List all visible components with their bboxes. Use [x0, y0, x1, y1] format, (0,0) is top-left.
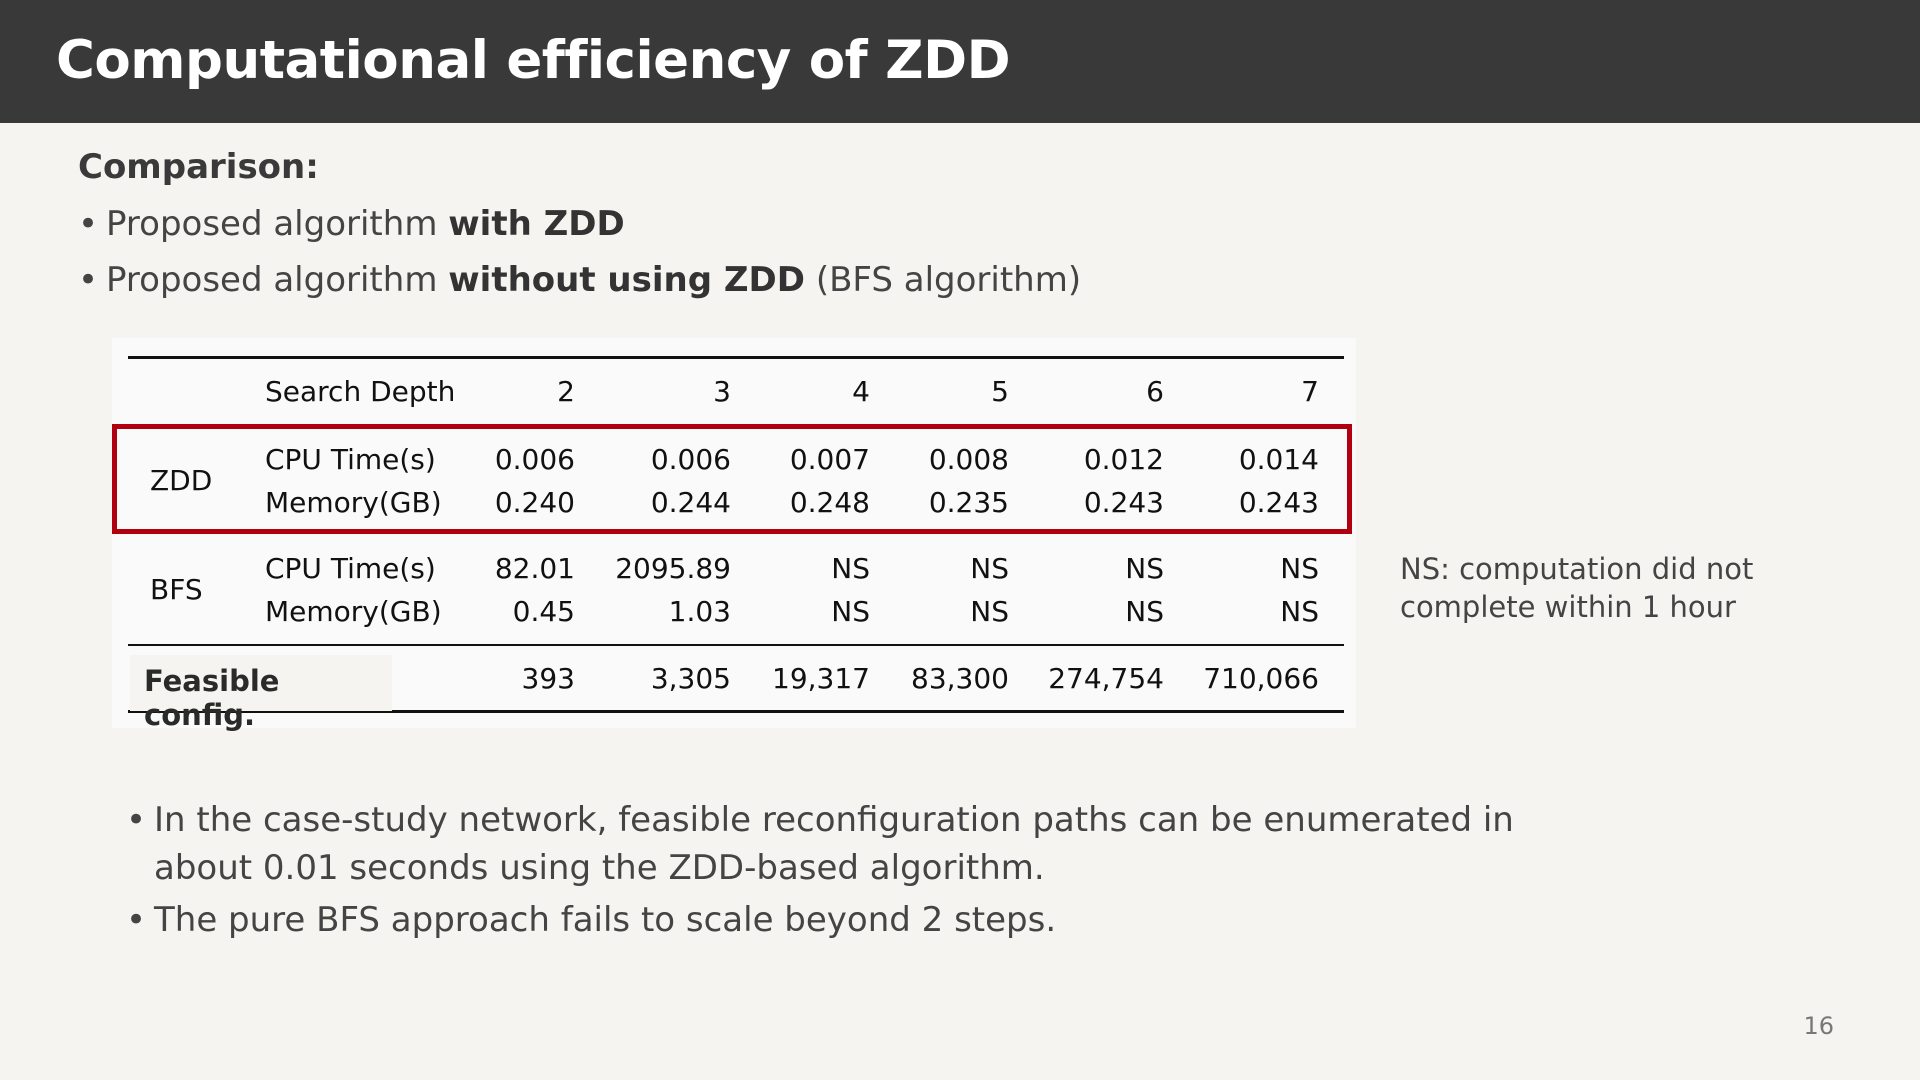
table-cell: NS	[1280, 595, 1319, 628]
bullet-with-zdd: • Proposed algorithm with ZDD	[78, 204, 625, 244]
metric-label: Memory(GB)	[265, 595, 442, 628]
table-cell: NS	[1125, 595, 1164, 628]
header-depth: 2	[557, 375, 575, 408]
feasible-config-text: Feasible config.	[144, 664, 280, 732]
bullet-text: The pure BFS approach fails to scale bey…	[154, 900, 1057, 940]
feasible-config-label: Feasible config.	[130, 655, 392, 732]
table-cell: 0.007	[789, 443, 870, 476]
feasible-cell: 393	[521, 662, 575, 695]
title-bar: Computational efficiency of ZDD	[0, 0, 1920, 123]
bullet-text: Proposed algorithm	[106, 204, 449, 244]
ns-footnote: NS: computation did not complete within …	[1400, 550, 1753, 626]
group-label-zdd: ZDD	[150, 464, 213, 497]
feasible-cell: 19,317	[772, 662, 870, 695]
table-cell: NS	[831, 595, 870, 628]
table-cell: 1.03	[668, 595, 731, 628]
header-depth: 3	[713, 375, 731, 408]
table-cell: 0.243	[1083, 486, 1164, 519]
header-depth: 4	[852, 375, 870, 408]
table-cell: NS	[1280, 552, 1319, 585]
table-top-rule	[128, 356, 1344, 359]
table-cell: 0.248	[789, 486, 870, 519]
bullet-zdd-result: • In the case-study network, feasible rec…	[126, 796, 1604, 892]
table-cell: 0.243	[1238, 486, 1319, 519]
feasible-cell: 83,300	[911, 662, 1009, 695]
feasible-cell: 710,066	[1203, 662, 1319, 695]
bullet-dot-icon: •	[126, 800, 147, 840]
bullet-bold-text: without using ZDD	[448, 260, 806, 300]
header-depth: 6	[1146, 375, 1164, 408]
table-cell: 82.01	[494, 552, 575, 585]
table-cell: 0.006	[650, 443, 731, 476]
table-bottom-rule	[128, 710, 1344, 713]
header-depth: 5	[991, 375, 1009, 408]
header-depth: 7	[1301, 375, 1319, 408]
metric-label: CPU Time(s)	[265, 552, 436, 585]
bullet-text: Proposed algorithm	[106, 260, 449, 300]
ns-footnote-line: complete within 1 hour	[1400, 590, 1736, 624]
table-cell: 0.45	[512, 595, 575, 628]
table-cell: 0.012	[1083, 443, 1164, 476]
ns-footnote-line: NS: computation did not	[1400, 552, 1754, 586]
table-cell: NS	[970, 595, 1009, 628]
feasible-cell: 3,305	[650, 662, 731, 695]
bullet-dot-icon: •	[78, 204, 99, 244]
table-cell: NS	[1125, 552, 1164, 585]
bullet-without-zdd: • Proposed algorithm without using ZDD (B…	[78, 260, 1081, 300]
bullet-bfs-result: • The pure BFS approach fails to scale be…	[126, 900, 1056, 940]
metric-label: CPU Time(s)	[265, 443, 436, 476]
table-cell: 0.006	[494, 443, 575, 476]
bullet-dot-icon: •	[126, 900, 147, 940]
table-cell: 2095.89	[615, 552, 731, 585]
zdd-highlight-box	[112, 424, 1352, 534]
bullet-text: (BFS algorithm)	[805, 260, 1082, 300]
table-cell: 0.244	[650, 486, 731, 519]
group-label-bfs: BFS	[150, 573, 203, 606]
table-cell: NS	[831, 552, 870, 585]
table-cell: 0.014	[1238, 443, 1319, 476]
table-cell: 0.235	[928, 486, 1009, 519]
feasible-cell: 274,754	[1048, 662, 1164, 695]
page-number: 16	[1803, 1012, 1834, 1040]
table-cell: NS	[970, 552, 1009, 585]
bullet-dot-icon: •	[78, 260, 99, 300]
table-mid-rule	[128, 644, 1344, 646]
slide-title: Computational efficiency of ZDD	[56, 30, 1011, 91]
header-search-depth: Search Depth	[265, 375, 456, 408]
table-cell: 0.008	[928, 443, 1009, 476]
metric-label: Memory(GB)	[265, 486, 442, 519]
bullet-text: In the case-study network, feasible reco…	[154, 800, 1514, 888]
comparison-heading: Comparison:	[78, 147, 319, 187]
bullet-bold-text: with ZDD	[448, 204, 625, 244]
table-cell: 0.240	[494, 486, 575, 519]
